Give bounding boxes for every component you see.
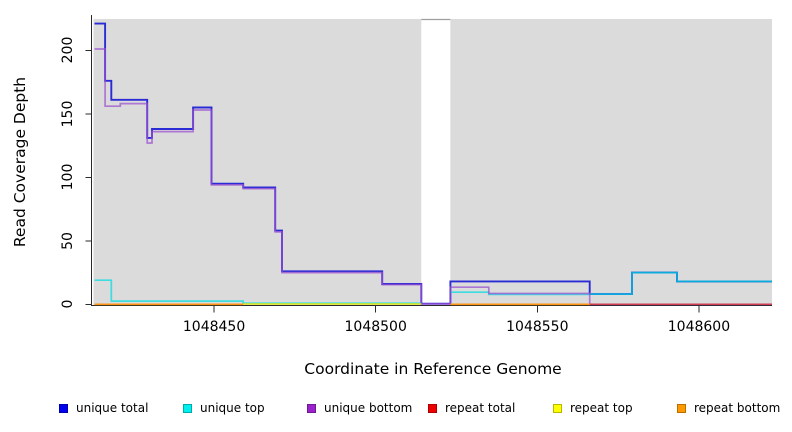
x-axis-title: Coordinate in Reference Genome xyxy=(304,360,562,378)
y-tick-label: 100 xyxy=(60,163,76,191)
y-tick-label: 0 xyxy=(60,299,76,309)
y-axis-title: Read Coverage Depth xyxy=(11,76,29,248)
x-tick-label: 1048450 xyxy=(182,319,246,335)
y-tick-label: 150 xyxy=(60,100,76,128)
y-tick-label: 200 xyxy=(60,36,76,64)
y-tick-label: 50 xyxy=(60,231,76,250)
x-tick-label: 1048550 xyxy=(506,319,569,335)
x-tick-label: 1048500 xyxy=(344,319,407,335)
x-tick-label: 1048600 xyxy=(667,319,731,335)
